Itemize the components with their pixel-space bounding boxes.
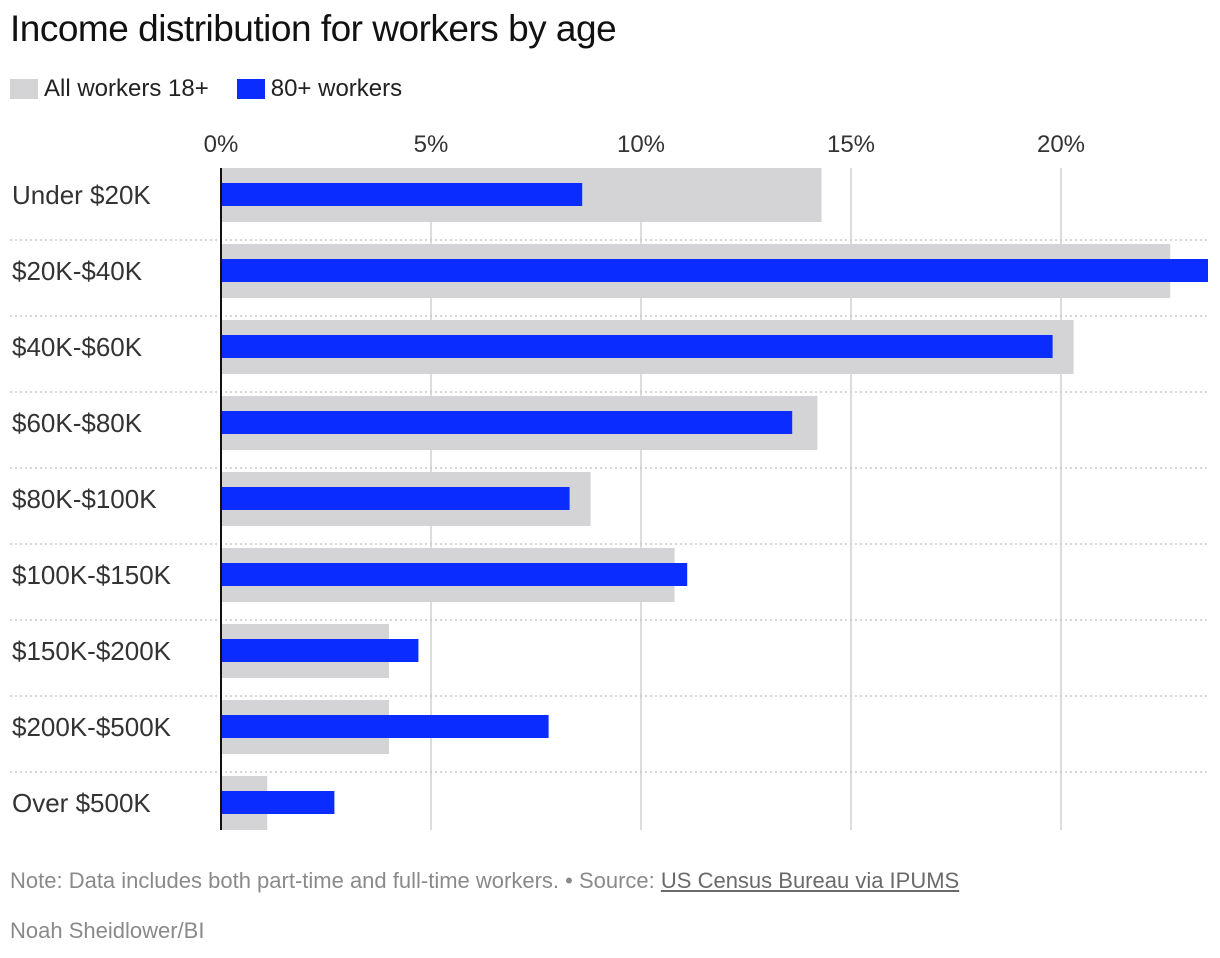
legend-swatch-all-workers: [10, 79, 38, 99]
source-link[interactable]: US Census Bureau via IPUMS: [660, 868, 960, 893]
bar-80-plus-workers: [221, 791, 335, 814]
legend-swatch-80-plus-workers: [236, 79, 265, 99]
legend-item-80-plus-workers: 80+ workers: [236, 75, 403, 103]
legend-item-all-workers: All workers 18+: [10, 75, 209, 103]
x-tick-label: 5%: [414, 131, 449, 158]
category-label: $80K-$100K: [12, 484, 157, 514]
category-label: $20K-$40K: [12, 256, 143, 286]
x-tick-label: 20%: [1037, 131, 1085, 158]
x-tick-label: 10%: [617, 131, 665, 158]
category-label: Under $20K: [12, 180, 151, 210]
category-label: $60K-$80K: [12, 408, 143, 438]
note-text: Note: Data includes both part-time and f…: [10, 868, 560, 893]
category-label: $40K-$60K: [12, 332, 143, 362]
legend: All workers 18+ 80+ workers: [10, 74, 430, 104]
bar-80-plus-workers: [221, 563, 688, 586]
bar-80-plus-workers: [221, 487, 570, 510]
footnote: Note: Data includes both part-time and f…: [10, 868, 959, 894]
category-label: Over $500K: [12, 788, 151, 818]
x-tick-label: 15%: [827, 131, 875, 158]
x-tick-label: 0%: [204, 131, 239, 158]
credit: Noah Sheidlower/BI: [10, 918, 205, 943]
bar-80-plus-workers: [221, 411, 793, 434]
bar-80-plus-workers: [221, 335, 1053, 358]
bar-80-plus-workers: [221, 639, 419, 662]
bar-80-plus-workers: [221, 259, 1208, 282]
legend-label-80-plus-workers: 80+ workers: [270, 75, 403, 102]
bar-chart: 0% 5% 10% 15% 20% Under $20K $20K-$40K $40K-$60…: [10, 131, 1210, 830]
legend-label-all-workers: All workers 18+: [44, 75, 209, 102]
note-separator: •: [559, 868, 579, 893]
category-label: $200K-$500K: [12, 712, 172, 742]
category-label: $100K-$150K: [12, 560, 172, 590]
bar-80-plus-workers: [221, 715, 549, 738]
bar-80-plus-workers: [221, 183, 583, 206]
chart-title: Income distribution for workers by age: [10, 8, 617, 49]
category-label: $150K-$200K: [12, 636, 172, 666]
source-prefix: Source:: [578, 868, 661, 893]
